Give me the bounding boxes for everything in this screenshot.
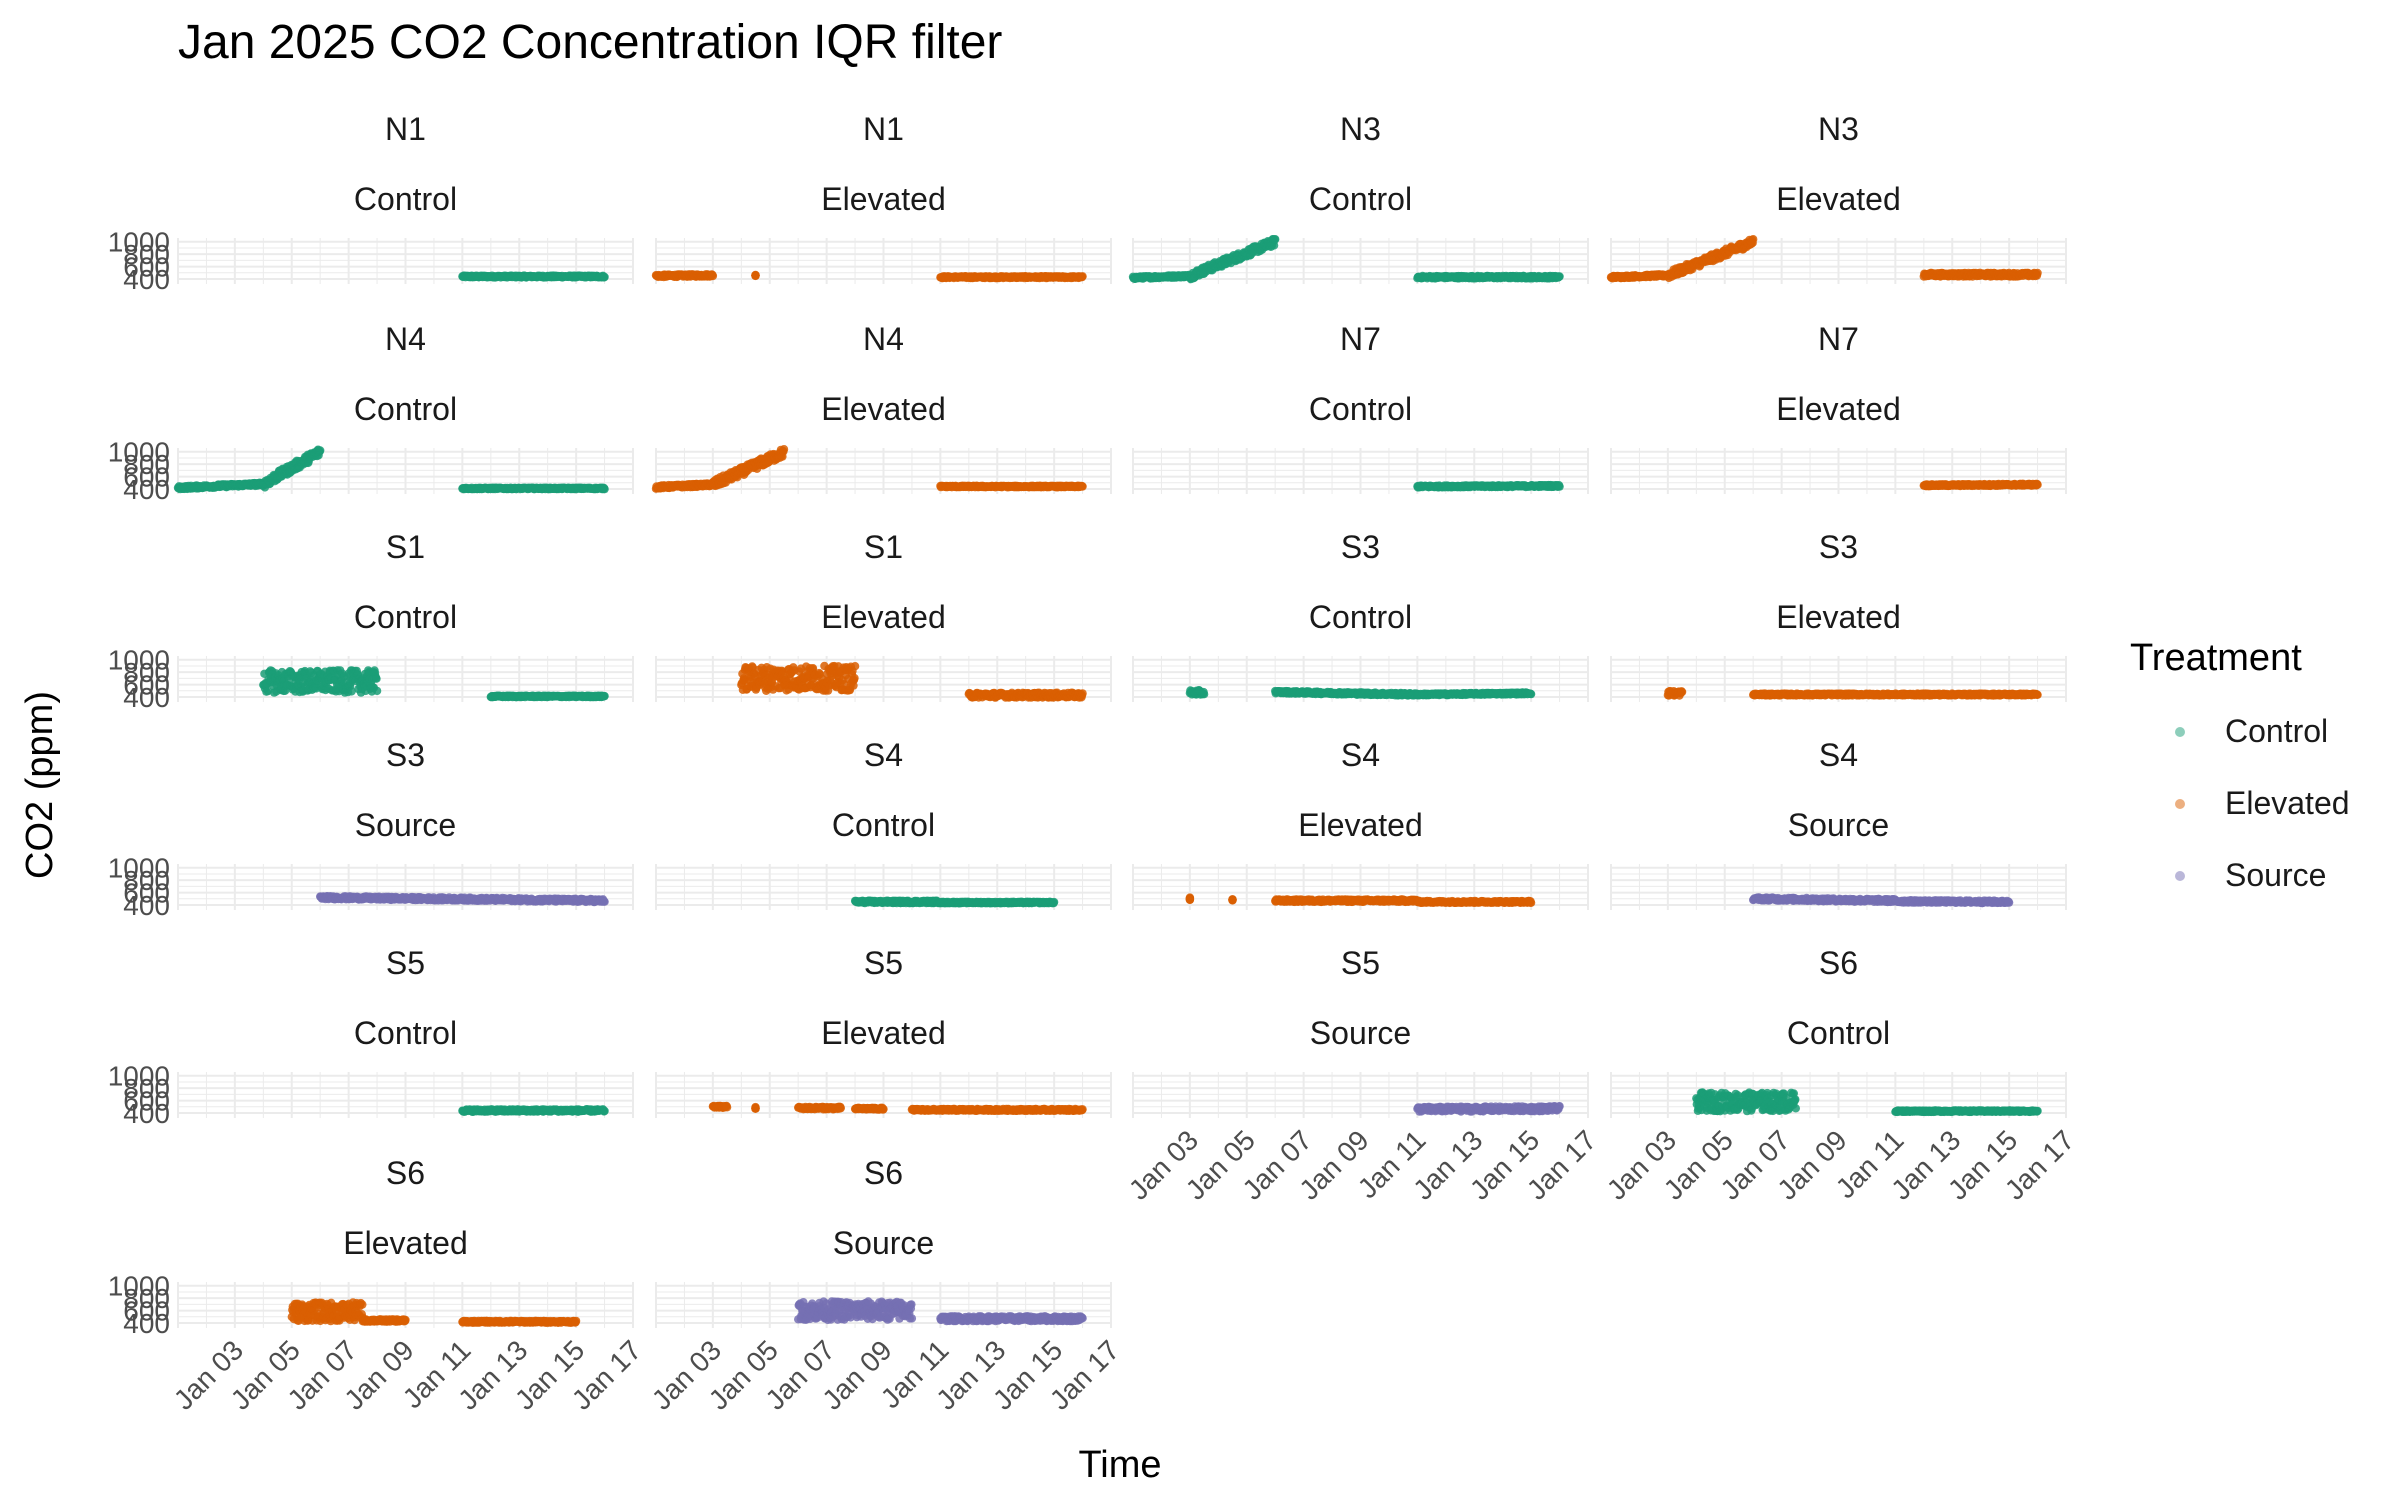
facet-strip-treatment: Control [1309, 181, 1412, 217]
facet-strip-site: N7 [1818, 321, 1859, 357]
data-point [850, 673, 859, 683]
facet-strip-site: N1 [863, 111, 904, 147]
facet-strip-treatment: Control [354, 391, 457, 427]
facet-strip-treatment: Elevated [1776, 391, 1901, 427]
panel-grid [655, 238, 1112, 284]
series-points [1128, 235, 1564, 284]
y-axis-label: CO2 (ppm) [19, 691, 61, 879]
facet-strip-treatment: Control [1309, 599, 1412, 635]
facet-panels: N1Control4006008001000N1ElevatedN3Contro… [108, 111, 2081, 1416]
data-point [1271, 235, 1280, 244]
facet-strip-site: N3 [1818, 111, 1859, 147]
data-point [600, 691, 609, 701]
chart-title: Jan 2025 CO2 Concentration IQR filter [178, 16, 1002, 69]
facet-strip-site: S1 [864, 529, 903, 565]
facet-strip-treatment: Elevated [821, 599, 946, 635]
facet-strip-treatment: Control [1309, 391, 1412, 427]
y-tick-label: 800 [123, 239, 170, 270]
facet-strip-site: N4 [385, 321, 426, 357]
data-point [600, 272, 609, 282]
series-points [458, 271, 609, 282]
data-point [751, 271, 760, 280]
facet-strip-site: N7 [1340, 321, 1381, 357]
x-axis-label: Time [1078, 1444, 1161, 1486]
data-point [372, 674, 381, 683]
data-point [1078, 272, 1087, 281]
data-point [1555, 482, 1564, 491]
data-point [779, 445, 789, 454]
y-tick-label: 1000 [108, 227, 170, 258]
facet-strip-site: N1 [385, 111, 426, 147]
facet-strip-treatment: Control [354, 181, 457, 217]
panel-grid [177, 238, 634, 284]
data-point [372, 686, 382, 696]
data-point [2033, 268, 2042, 278]
facet-strip-treatment: Elevated [821, 181, 946, 217]
facet-strip-treatment: Elevated [821, 391, 946, 427]
facet-panel: N1 Elevated [651, 111, 1112, 284]
data-point [1078, 689, 1087, 698]
y-tick-label: 1000 [108, 645, 170, 676]
data-point [1199, 690, 1209, 699]
facet-strip-site: N4 [863, 321, 904, 357]
data-point [1555, 272, 1564, 281]
series-points [1606, 235, 2042, 283]
data-point [2033, 480, 2042, 489]
series-points [651, 270, 1087, 283]
series-points [1919, 479, 2042, 491]
y-tick-label: 400 [123, 264, 170, 295]
y-tick-label: 600 [123, 252, 170, 283]
data-point [850, 662, 860, 671]
facet-strip-site: S1 [386, 529, 425, 565]
facet-strip-treatment: Control [354, 599, 457, 635]
facet-panel: N3 Elevated [1606, 111, 2067, 284]
data-point [1749, 235, 1758, 244]
facet-strip-site: N3 [1340, 111, 1381, 147]
data-point [600, 484, 609, 494]
facet-strip-site: S3 [1341, 529, 1380, 565]
series-points [1413, 480, 1564, 492]
data-point [1078, 482, 1087, 491]
data-point [708, 271, 718, 281]
facet-panel: N3 Control [1128, 111, 1589, 284]
facet-strip-treatment: Elevated [1776, 181, 1901, 217]
y-tick-label: 1000 [108, 437, 170, 468]
data-point [316, 446, 325, 455]
